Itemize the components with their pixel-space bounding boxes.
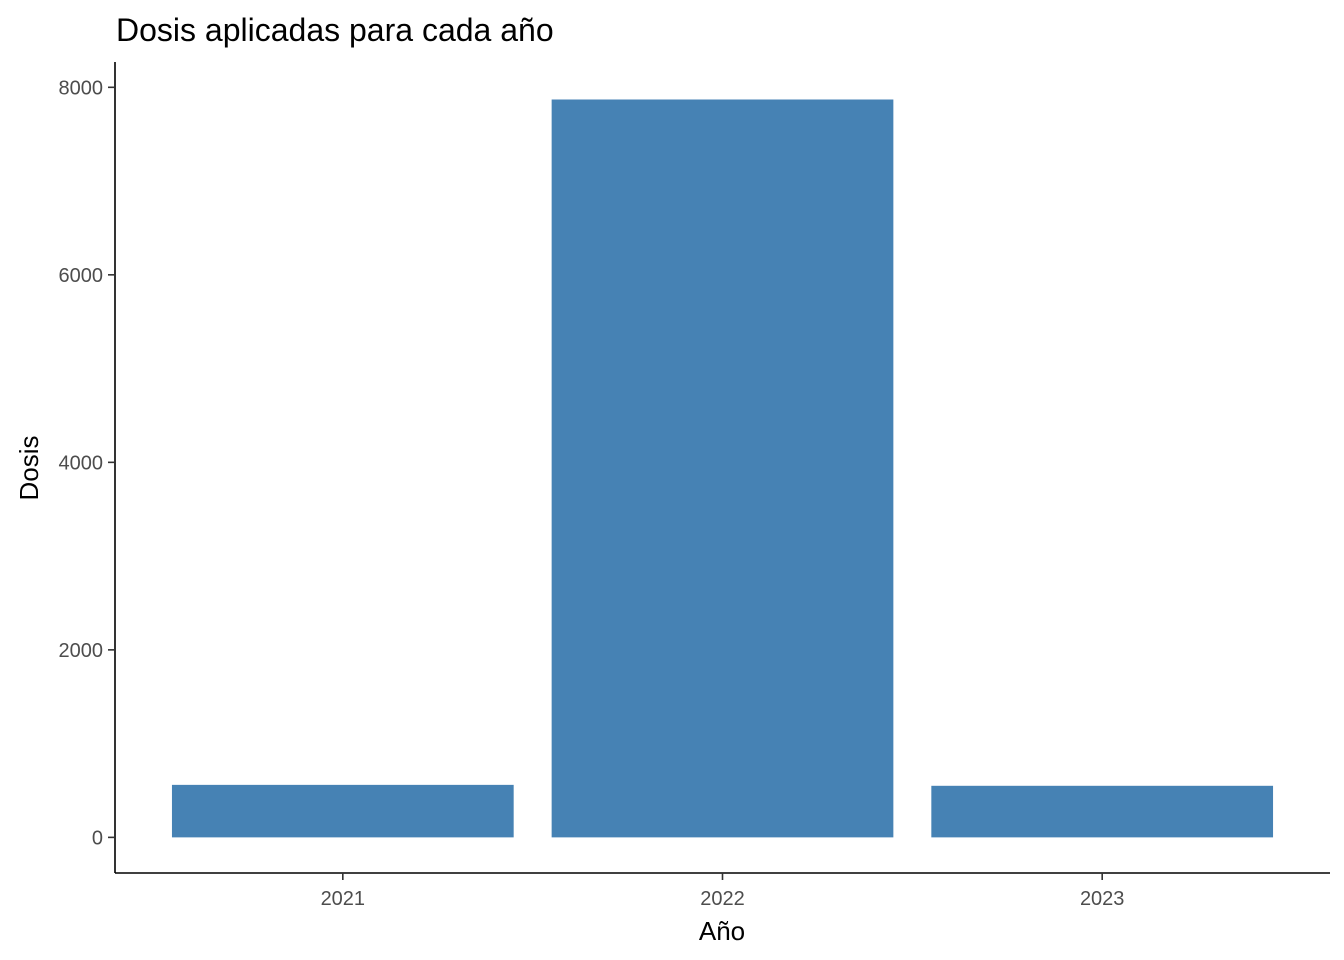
bar-2022 (551, 99, 894, 838)
chart-title: Dosis aplicadas para cada año (116, 12, 554, 48)
y-tick-label: 6000 (59, 265, 104, 287)
y-tick-label: 2000 (59, 640, 104, 662)
x-tick-label: 2023 (1080, 888, 1125, 910)
x-axis: 2021 2022 2023 (115, 872, 1330, 910)
x-tick-label: 2021 (321, 888, 366, 910)
y-tick-label: 0 (92, 827, 103, 849)
bar-2021 (171, 784, 514, 838)
y-tick-label: 8000 (59, 77, 104, 99)
x-axis-title: Año (699, 916, 745, 946)
y-tick-label: 4000 (59, 452, 104, 474)
bar-2023 (931, 785, 1274, 838)
x-tick-label: 2022 (700, 888, 745, 910)
y-axis-title: Dosis (14, 435, 44, 500)
y-axis: 0 2000 4000 6000 8000 (59, 62, 116, 873)
bars (171, 99, 1274, 838)
